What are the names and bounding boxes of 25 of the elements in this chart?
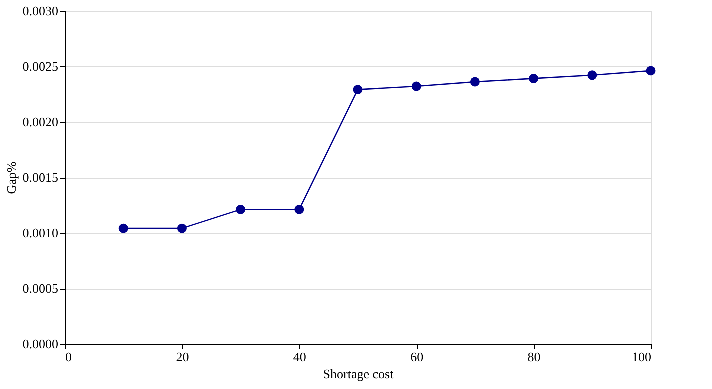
point bbox=[646, 66, 656, 76]
point bbox=[412, 82, 422, 92]
y-tick-label: 0.0030 bbox=[22, 4, 58, 18]
y-tick-label: 0.0025 bbox=[22, 59, 58, 74]
x-tick-label: 20 bbox=[176, 350, 190, 364]
x-axis-title: Shortage cost bbox=[323, 366, 394, 382]
x-tick-label: 80 bbox=[528, 350, 541, 364]
y-tick-label: 0.0015 bbox=[22, 170, 58, 185]
point bbox=[118, 224, 128, 234]
point bbox=[588, 70, 598, 80]
point bbox=[177, 224, 187, 234]
y-tick-label: 0.0010 bbox=[22, 226, 58, 240]
x-tick-label: 60 bbox=[410, 350, 424, 364]
y-tick-label: 0.0000 bbox=[22, 336, 58, 352]
y-tick-label: 0.0020 bbox=[22, 114, 58, 130]
x-tick-label: 40 bbox=[293, 350, 306, 364]
y-tick-label: 0.0005 bbox=[22, 281, 58, 296]
point bbox=[529, 74, 539, 84]
point bbox=[470, 77, 480, 87]
point bbox=[236, 204, 246, 214]
x-tick-label: 0 bbox=[66, 350, 72, 364]
point bbox=[294, 204, 304, 214]
point bbox=[353, 85, 363, 95]
x-tick-label: 100 bbox=[632, 350, 652, 364]
y-axis-title: Gap% bbox=[4, 162, 19, 194]
